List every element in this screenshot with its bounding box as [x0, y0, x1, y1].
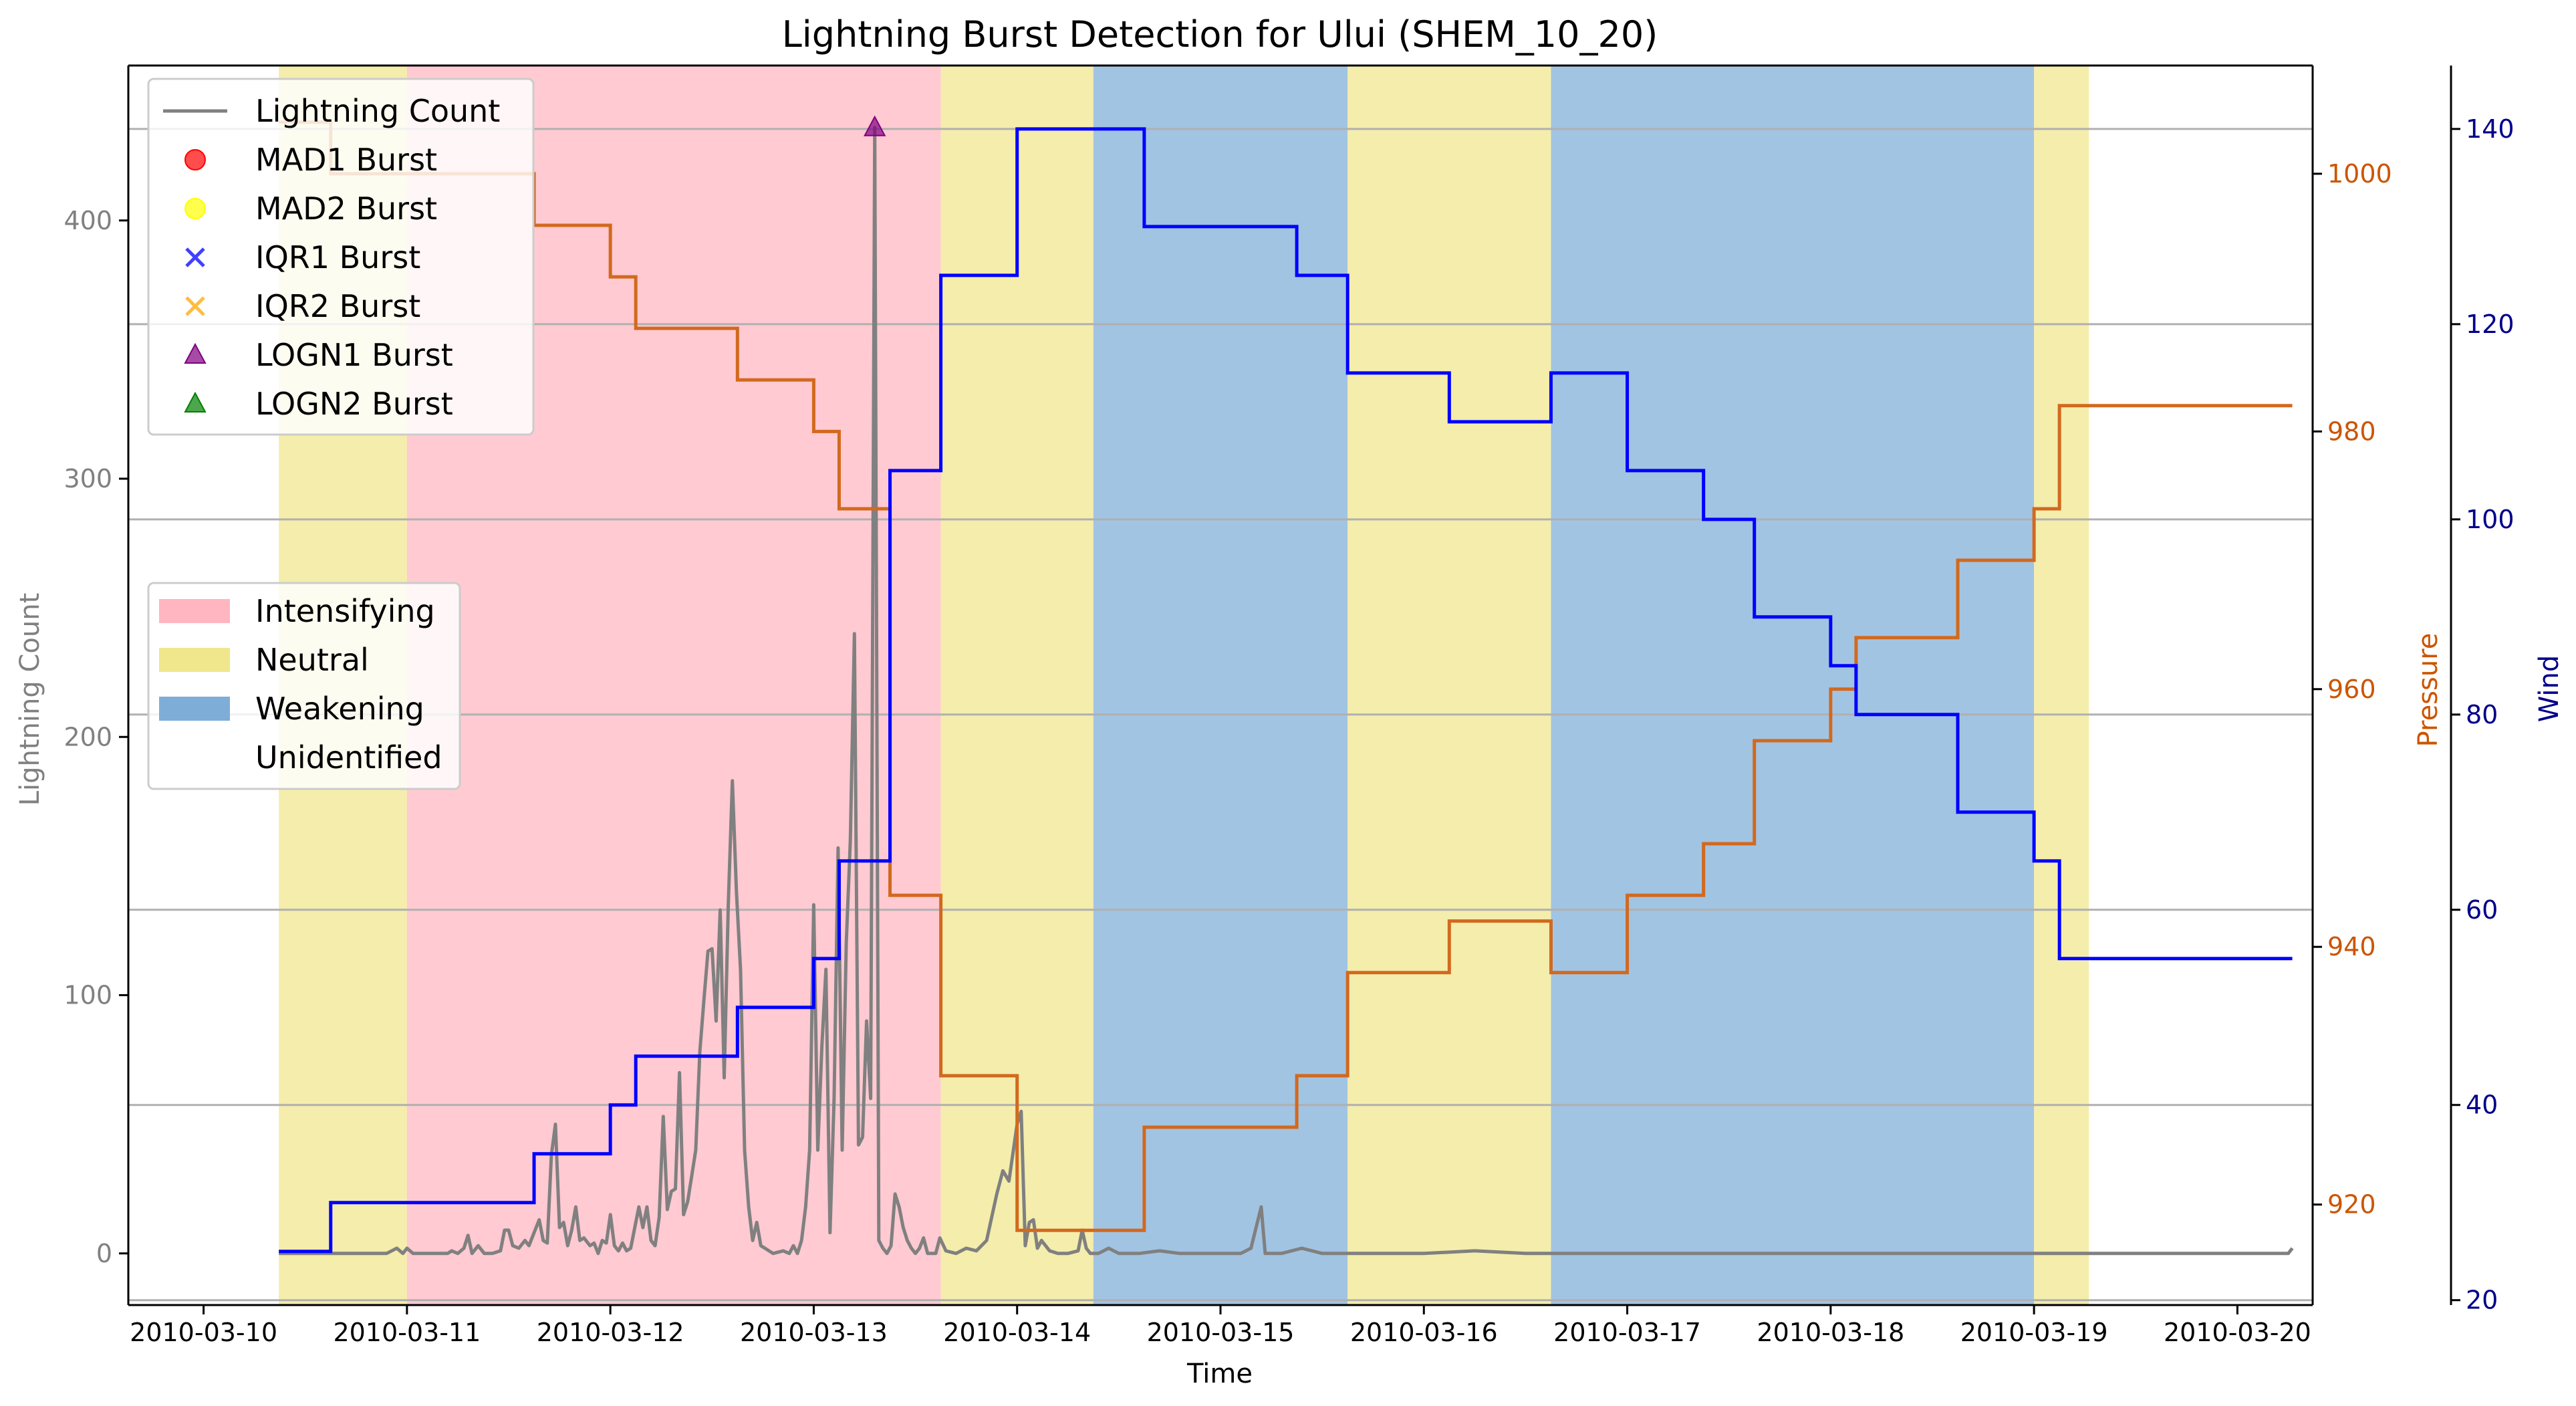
logn1-burst-marker: [864, 115, 886, 136]
y-tick-label-lightning: 100: [63, 981, 112, 1010]
legend-label: MAD1 Burst: [255, 142, 437, 178]
legend-label: IQR1 Burst: [255, 239, 420, 275]
phase-band-neutral: [2034, 66, 2089, 1305]
chart-title: Lightning Burst Detection for Ului (SHEM…: [782, 13, 1658, 55]
legend-swatch-iqr1-burst: [185, 247, 205, 267]
legend-label: Lightning Count: [255, 93, 500, 129]
y-tick-label-lightning: 300: [63, 464, 112, 493]
phase-band-weakening: [1551, 66, 2035, 1305]
y-tick-label-lightning: 400: [63, 206, 112, 235]
x-tick-label: 2010-03-12: [537, 1318, 684, 1347]
legend-label: Intensifying: [255, 593, 435, 629]
x-tick-label: 2010-03-18: [1757, 1318, 1904, 1347]
y-tick-label-wind: 40: [2466, 1090, 2498, 1120]
x-tick-label: 2010-03-15: [1147, 1318, 1295, 1347]
x-axis-label: Time: [1186, 1359, 1253, 1389]
legend-label: LOGN1 Burst: [255, 337, 453, 373]
x-tick-label: 2010-03-19: [1960, 1318, 2108, 1347]
legend-swatch-intensifying: [159, 599, 230, 623]
phase-band-weakening: [1093, 66, 1348, 1305]
x-tick-label: 2010-03-20: [2164, 1318, 2311, 1347]
legend-swatch-weakening: [159, 697, 230, 721]
x-tick-label: 2010-03-13: [740, 1318, 888, 1347]
y-axis-label-pressure: Pressure: [2413, 633, 2444, 747]
y-tick-label-pressure: 960: [2327, 675, 2376, 704]
x-tick-label: 2010-03-14: [943, 1318, 1091, 1347]
legend-label: Neutral: [255, 642, 369, 678]
y-axis-label-lightning: Lightning Count: [15, 593, 45, 806]
legend-label: LOGN2 Burst: [255, 386, 453, 422]
legend-label: IQR2 Burst: [255, 288, 420, 324]
x-tick-label: 2010-03-16: [1350, 1318, 1498, 1347]
legend-swatch-logn2-burst: [184, 391, 207, 413]
legend-label: MAD2 Burst: [255, 191, 437, 227]
y-tick-label-wind: 20: [2466, 1286, 2498, 1315]
y-tick-label-wind: 80: [2466, 700, 2498, 729]
legend-swatch-mad1-burst: [184, 149, 206, 170]
y-tick-label-wind: 140: [2466, 114, 2515, 144]
legend-series-box: [147, 78, 535, 436]
y-tick-label-pressure: 1000: [2327, 159, 2392, 189]
y-tick-label-pressure: 980: [2327, 417, 2376, 446]
x-tick-label: 2010-03-17: [1553, 1318, 1701, 1347]
legend-swatch-mad2-burst: [184, 198, 206, 219]
legend-phases-box: [147, 582, 461, 790]
y-tick-label-wind: 100: [2466, 505, 2515, 534]
legend-swatch-neutral: [159, 648, 230, 672]
y-tick-label-pressure: 940: [2327, 932, 2376, 961]
y-tick-label-wind: 60: [2466, 895, 2498, 925]
legend-swatch-unidentified: [159, 745, 230, 770]
y-tick-label-lightning: 200: [63, 722, 112, 751]
x-tick-label: 2010-03-10: [130, 1318, 277, 1347]
y-tick-label-pressure: 920: [2327, 1190, 2376, 1219]
x-tick-label: 2010-03-11: [333, 1318, 481, 1347]
y-axis-label-wind: Wind: [2534, 655, 2565, 723]
y-tick-label-wind: 120: [2466, 310, 2515, 339]
lightning-count-line: [279, 126, 2294, 1256]
legend-label: Weakening: [255, 691, 424, 727]
y-tick-label-lightning: 0: [96, 1239, 112, 1268]
legend-swatch-logn1-burst: [184, 342, 207, 364]
plot-area: 2010-03-10 2010-03-11 2010-03-12 2010-03-13…: [63, 64, 2515, 1347]
legend-swatch-iqr2-burst: [185, 296, 205, 316]
legend-label: Unidentified: [255, 739, 442, 776]
wind-line: [279, 127, 2293, 1254]
phase-band-neutral: [1347, 66, 1551, 1305]
